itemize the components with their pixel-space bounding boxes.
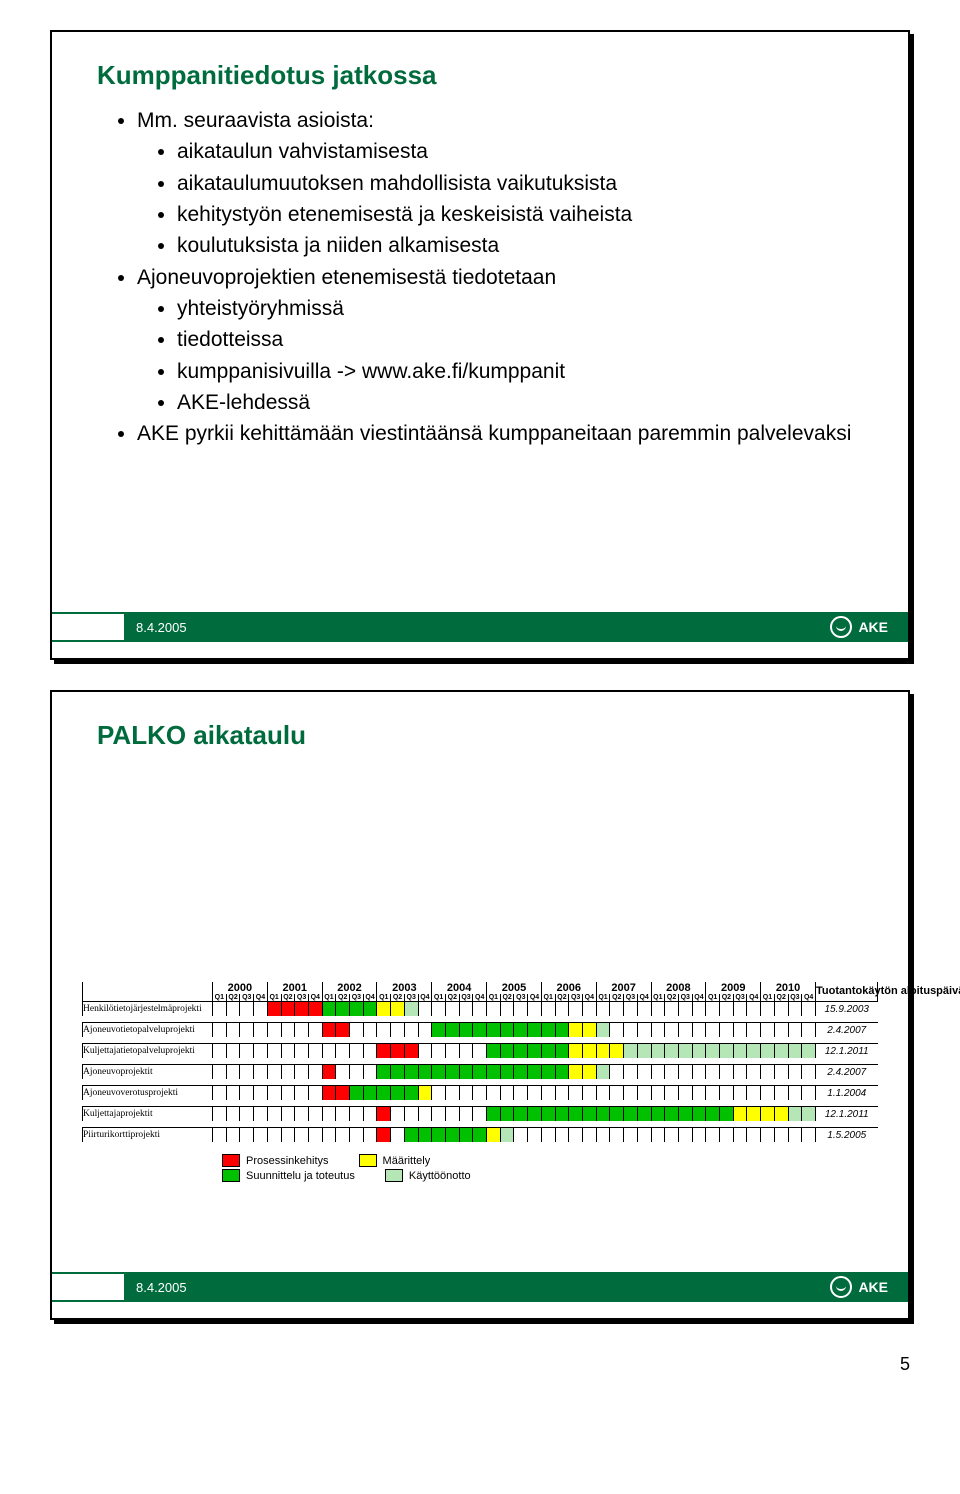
slide-1-content: Kumppanitiedotus jatkossa Mm. seuraavist… [52, 32, 908, 449]
slide-1: Kumppanitiedotus jatkossa Mm. seuraavist… [50, 30, 910, 660]
bullet-1-text: Ajoneuvoprojektien etenemisestä tiedotet… [137, 266, 556, 289]
sub-0-1: aikataulumuutoksen mahdollisista vaikutu… [177, 170, 863, 198]
footer-logo-2: AKE [830, 1276, 888, 1298]
sub-1-1: tiedotteissa [177, 326, 863, 354]
bullet-1-sub: yhteistyöryhmissä tiedotteissa kumppanis… [137, 295, 863, 417]
footer-date: 8.4.2005 [136, 620, 187, 635]
ake-logo-icon [830, 616, 852, 638]
sub-1-0: yhteistyöryhmissä [177, 295, 863, 323]
legend-box-green [222, 1169, 240, 1182]
sub-0-2: kehitystyön etenemisestä ja keskeisistä … [177, 201, 863, 229]
legend-box-yellow [359, 1154, 377, 1167]
legend-label-2: Suunnittelu ja toteutus [246, 1170, 355, 1182]
page-number: 5 [0, 1350, 960, 1395]
legend-item-2: Suunnittelu ja toteutus [222, 1169, 355, 1182]
footer-logo-text: AKE [858, 619, 888, 635]
footer-accent-2 [52, 1272, 124, 1302]
gantt-legend: Prosessinkehitys Määrittely Suunnittelu … [222, 1154, 878, 1182]
bullet-0: Mm. seuraavista asioista: aikataulun vah… [137, 107, 863, 261]
sub-0-0: aikataulun vahvistamisesta [177, 138, 863, 166]
legend-box-lgreen [385, 1169, 403, 1182]
slide-1-bullets: Mm. seuraavista asioista: aikataulun vah… [97, 107, 863, 449]
legend-item-0: Prosessinkehitys [222, 1154, 329, 1167]
gantt-chart: 2000200120022003200420052006200720082009… [82, 982, 878, 1182]
bullet-0-sub: aikataulun vahvistamisesta aikataulumuut… [137, 138, 863, 260]
footer-green-bar: 8.4.2005 AKE [124, 612, 908, 642]
slide-2-content: PALKO aikataulu [52, 692, 908, 751]
bullet-0-text: Mm. seuraavista asioista: [137, 109, 374, 132]
slide-2-title: PALKO aikataulu [97, 720, 863, 751]
sub-1-2: kumppanisivuilla -> www.ake.fi/kumppanit [177, 358, 863, 386]
legend-label-3: Käyttöönotto [409, 1170, 471, 1182]
slide-2-footer: 8.4.2005 AKE [52, 1272, 908, 1302]
footer-accent [52, 612, 124, 642]
slide-2: PALKO aikataulu 200020012002200320042005… [50, 690, 910, 1320]
sub-1-3: AKE-lehdessä [177, 389, 863, 417]
legend-label-0: Prosessinkehitys [246, 1155, 329, 1167]
legend-box-red [222, 1154, 240, 1167]
legend-label-1: Määrittely [383, 1155, 431, 1167]
ake-logo-icon-2 [830, 1276, 852, 1298]
slide-1-title: Kumppanitiedotus jatkossa [97, 60, 863, 91]
bullet-2: AKE pyrkii kehittämään viestintäänsä kum… [137, 420, 863, 448]
legend-item-1: Määrittely [359, 1154, 431, 1167]
footer-date-2: 8.4.2005 [136, 1280, 187, 1295]
footer-logo-text-2: AKE [858, 1279, 888, 1295]
legend-item-3: Käyttöönotto [385, 1169, 471, 1182]
sub-0-3: koulutuksista ja niiden alkamisesta [177, 232, 863, 260]
gantt-table: 2000200120022003200420052006200720082009… [82, 982, 878, 1148]
footer-logo: AKE [830, 616, 888, 638]
slide-1-footer: 8.4.2005 AKE [52, 612, 908, 642]
footer-green-bar-2: 8.4.2005 AKE [124, 1272, 908, 1302]
bullet-1: Ajoneuvoprojektien etenemisestä tiedotet… [137, 264, 863, 418]
